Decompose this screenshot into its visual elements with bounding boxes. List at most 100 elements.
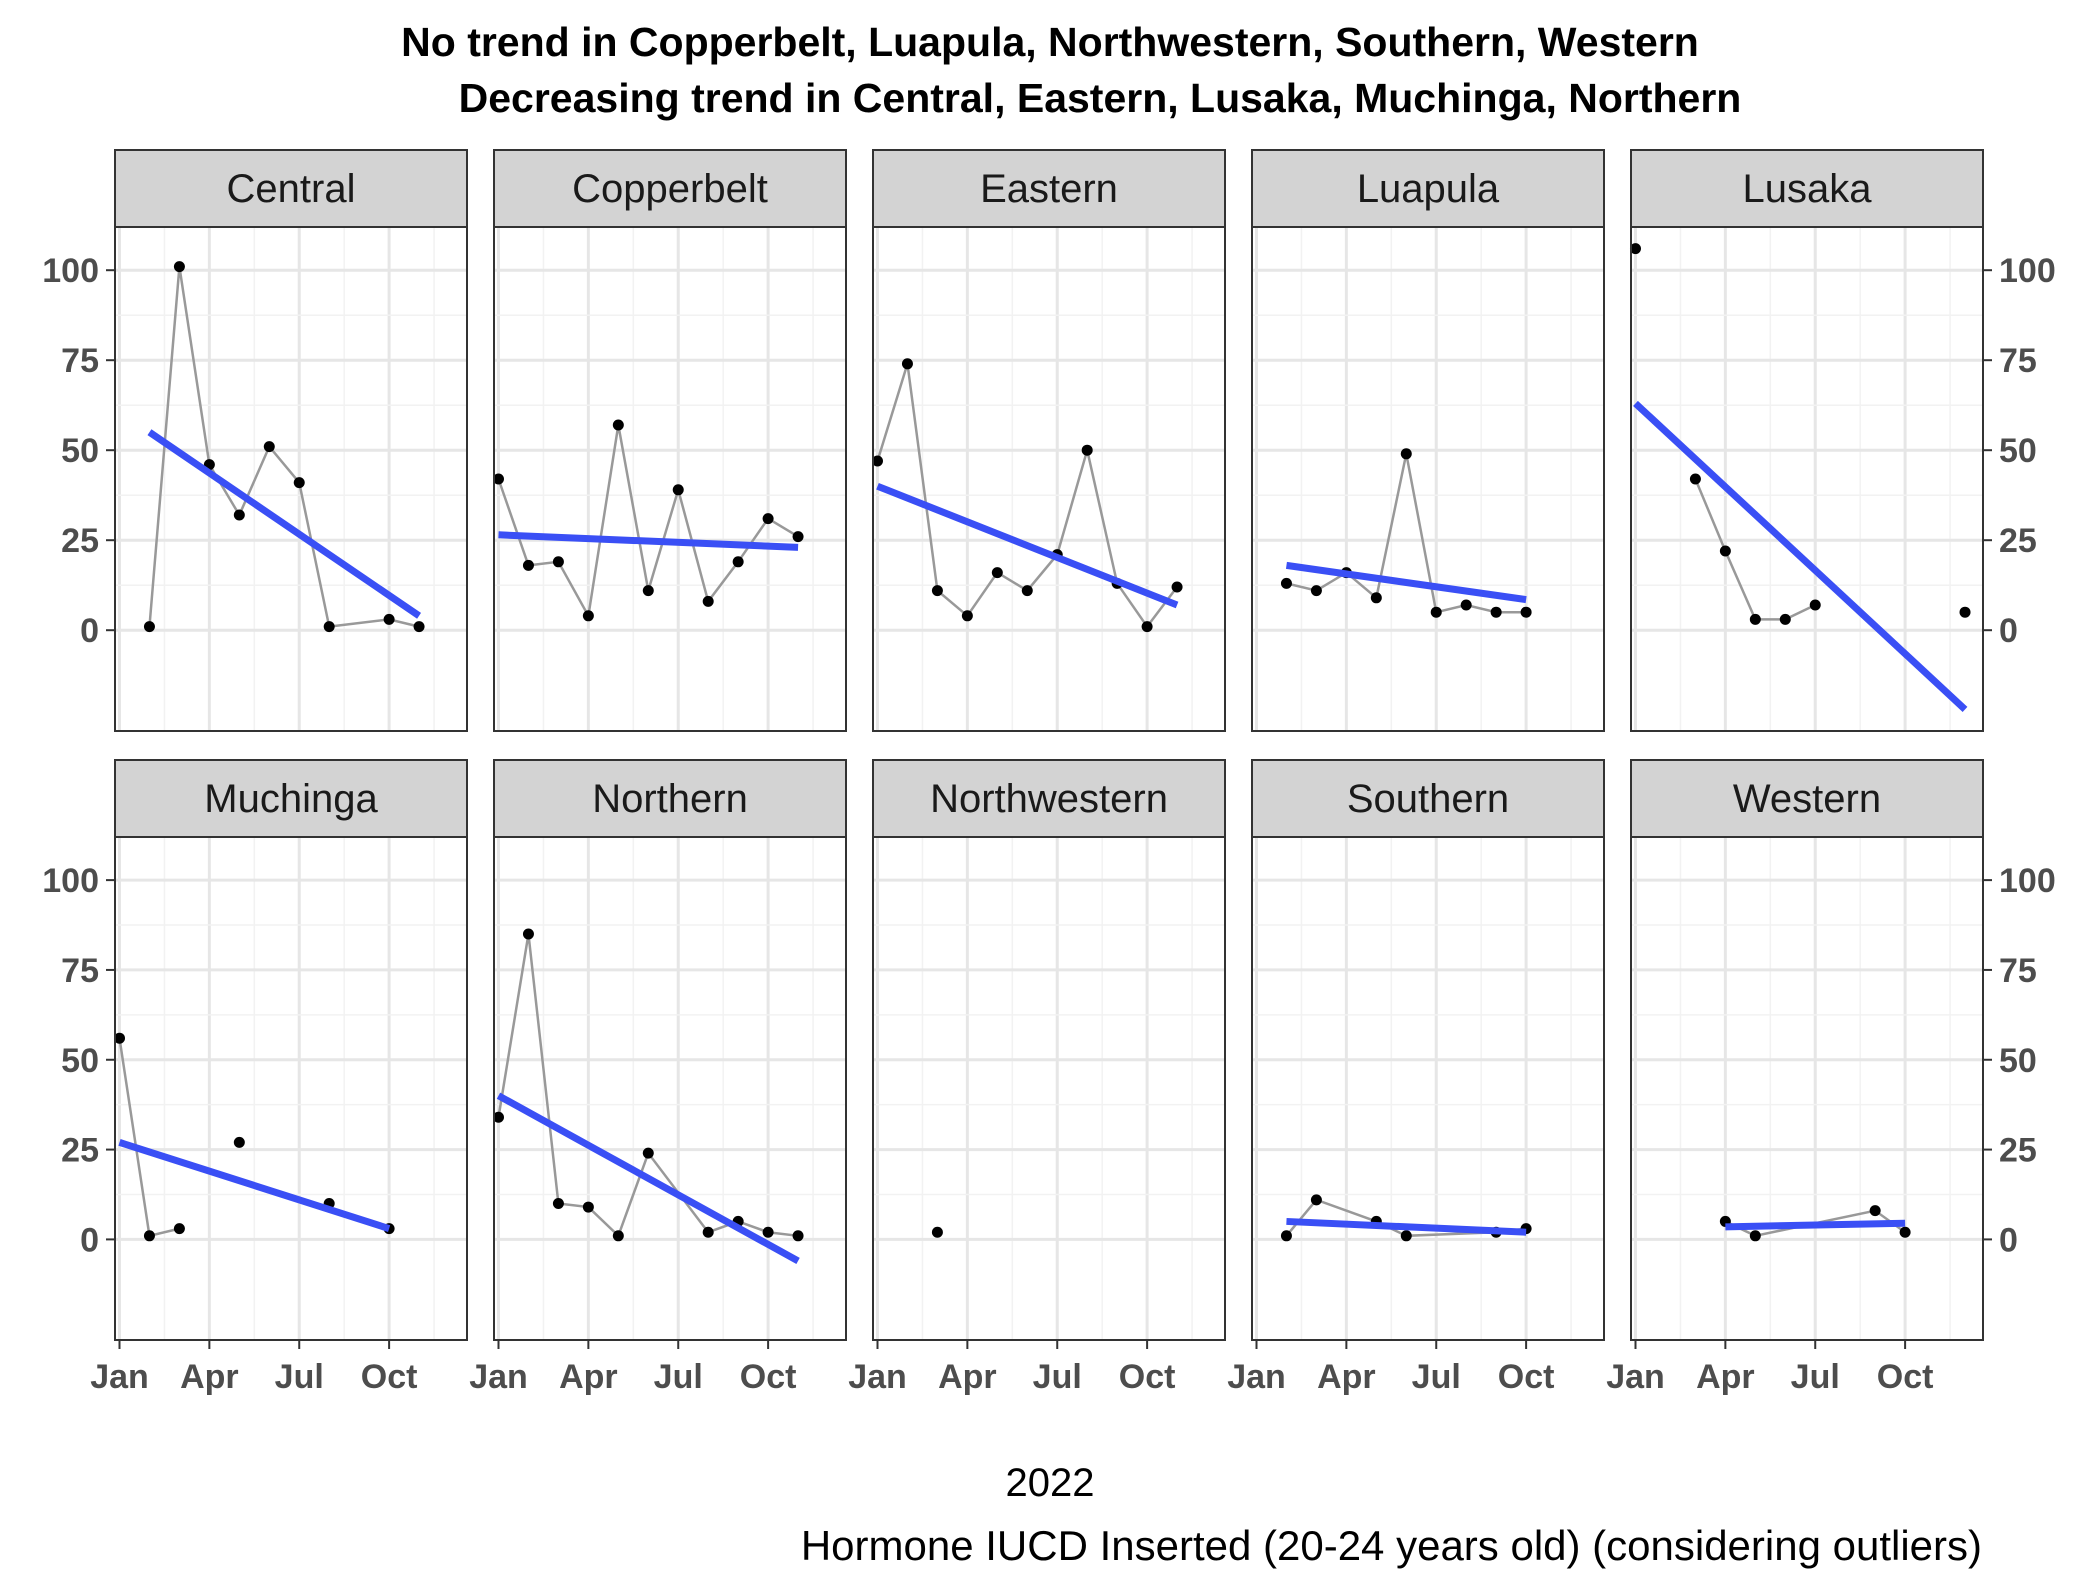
data-point [762, 513, 774, 525]
data-point [1719, 545, 1731, 557]
data-point [582, 610, 594, 622]
panel-border [114, 836, 468, 1341]
panel-eastern: Eastern [871, 149, 1226, 732]
strip-label-eastern: Eastern [980, 167, 1118, 211]
data-point [1689, 473, 1701, 485]
data-point [323, 621, 335, 633]
strip-label-luapula: Luapula [1357, 167, 1500, 211]
data-point [1310, 585, 1322, 597]
data-point [642, 1147, 654, 1159]
panel-background [494, 227, 846, 731]
data-point [1280, 1230, 1292, 1242]
data-point [113, 1032, 125, 1044]
data-point [1370, 592, 1382, 604]
data-point [1021, 585, 1033, 597]
panel-border [1251, 226, 1605, 732]
y-tick-label: 100 [42, 862, 99, 900]
strip-label-western: Western [1733, 777, 1881, 821]
panel-border [872, 226, 1226, 732]
data-point [383, 613, 395, 625]
panel-border [1251, 836, 1605, 1341]
x-tick-label: Oct [1877, 1358, 1934, 1396]
y-tick-label: 0 [1999, 612, 2018, 650]
x-tick-label: Oct [1119, 1358, 1176, 1396]
x-tick-label: Jul [1033, 1358, 1082, 1396]
data-point [1490, 606, 1502, 618]
series-line-northern [497, 933, 799, 1239]
strip-label-copperbelt: Copperbelt [572, 167, 768, 211]
data-point [792, 1230, 804, 1242]
x-tick-label: Apr [559, 1358, 618, 1396]
y-tick-label: 0 [80, 1221, 99, 1259]
data-point [702, 595, 714, 607]
x-tick-label: Jul [1791, 1358, 1840, 1396]
x-tick-label: Jan [90, 1358, 149, 1396]
chart-title-line-2: Decreasing trend in Central, Eastern, Lu… [459, 75, 1742, 121]
strip-label-northwestern: Northwestern [930, 777, 1168, 821]
data-point [612, 419, 624, 431]
panel-border [1630, 836, 1984, 1341]
data-point [263, 441, 275, 453]
x-tick-label: Apr [180, 1358, 239, 1396]
strip-muchinga [114, 759, 468, 838]
panel-background [1631, 837, 1983, 1340]
data-point [642, 585, 654, 597]
strip-label-central: Central [227, 167, 356, 211]
data-point [1310, 1194, 1322, 1206]
data-point [492, 1111, 504, 1123]
chart-title-line-1: No trend in Copperbelt, Luapula, Northwe… [401, 19, 1699, 65]
data-point [143, 621, 155, 633]
data-point [1460, 599, 1472, 611]
y-tick-label: 0 [1999, 1221, 2018, 1259]
y-tick-label: 0 [80, 612, 99, 650]
panel-northwestern: Northwestern Jan Apr Jul Oct [848, 759, 1226, 1396]
data-point [762, 1226, 774, 1238]
panel-background [1631, 227, 1983, 731]
y-tick-label: 100 [1999, 252, 2056, 290]
y-tick-label: 50 [1999, 432, 2037, 470]
strip-label-northern: Northern [592, 777, 748, 821]
data-point [492, 473, 504, 485]
trend-line-lusaka [1633, 400, 1968, 712]
data-point [173, 1223, 185, 1235]
data-point [552, 556, 564, 568]
panel-background [1252, 837, 1604, 1340]
data-point [991, 567, 1003, 579]
x-tick-label: Jan [1227, 1358, 1286, 1396]
data-point [1749, 613, 1761, 625]
panel-muchinga: Muchinga 0 25 50 75 100 Jan Apr Jul Oct [42, 759, 468, 1396]
x-tick-label: Jan [848, 1358, 907, 1396]
strip-southern [1251, 759, 1605, 838]
trend-line-copperbelt [498, 531, 799, 551]
y-tick-label: 50 [61, 1042, 99, 1080]
data-point [233, 509, 245, 521]
trend-line-central [147, 429, 422, 619]
data-point [1809, 599, 1821, 611]
panel-background [115, 227, 467, 731]
panel-border [493, 226, 847, 732]
data-point [1280, 577, 1292, 589]
x-tick-label: Jul [654, 1358, 703, 1396]
data-point [931, 1226, 943, 1238]
x-tick-label: Apr [938, 1358, 997, 1396]
panel-western: Western 0 25 50 75 100 Jan Apr Jul Oct [1606, 759, 2056, 1396]
data-point [612, 1230, 624, 1242]
strip-eastern [872, 149, 1226, 228]
chart-caption: Hormone IUCD Inserted (20-24 years old) … [801, 1522, 1982, 1569]
data-point [233, 1136, 245, 1148]
data-point [293, 477, 305, 489]
trend-line-eastern [876, 482, 1179, 609]
x-tick-label: Apr [1696, 1358, 1755, 1396]
y-tick-label: 25 [1999, 1132, 2037, 1170]
panel-background [115, 837, 467, 1340]
data-point [871, 455, 883, 467]
strip-label-lusaka: Lusaka [1743, 167, 1873, 211]
data-point [961, 610, 973, 622]
data-point [1779, 613, 1791, 625]
data-point [582, 1201, 594, 1213]
trend-line-southern [1286, 1217, 1527, 1236]
x-tick-label: Jul [275, 1358, 324, 1396]
data-point [143, 1230, 155, 1242]
strip-label-muchinga: Muchinga [204, 777, 378, 821]
